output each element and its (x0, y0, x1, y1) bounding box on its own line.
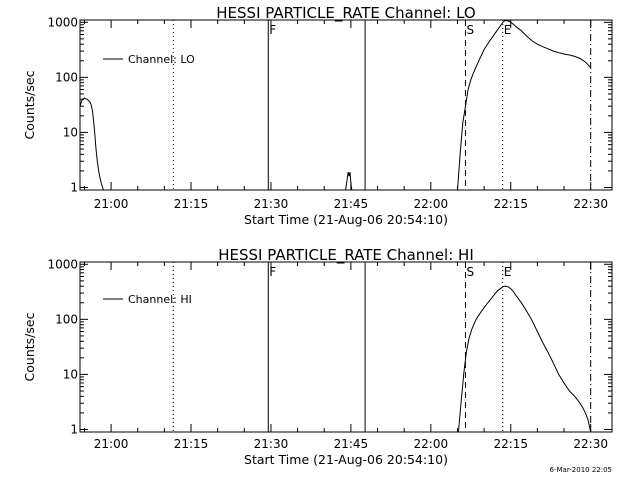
x-tick-label: 21:45 (334, 197, 369, 211)
legend-label: Channel: LO (128, 53, 195, 66)
y-tick-label: 100 (55, 312, 78, 326)
event-marker-label: E (504, 265, 512, 279)
chart-title: HESSI PARTICLE_RATE Channel: HI (218, 246, 474, 265)
x-tick-label: 21:15 (174, 437, 209, 451)
x-axis-label: Start Time (21-Aug-06 20:54:10) (244, 212, 448, 227)
y-tick-label: 1000 (47, 257, 78, 271)
x-axis-label: Start Time (21-Aug-06 20:54:10) (244, 452, 448, 467)
event-marker-label: F (269, 23, 276, 37)
chart-panel-2: HESSI PARTICLE_RATE Channel: HIF S E 21:00 2… (22, 246, 613, 467)
event-marker-label: F (269, 265, 276, 279)
y-tick-label: 10 (63, 125, 78, 139)
x-tick-label: 22:30 (573, 437, 608, 451)
x-tick-label: 22:30 (573, 197, 608, 211)
y-tick-label: 100 (55, 70, 78, 84)
x-tick-label: 21:45 (334, 437, 369, 451)
event-marker-label: S (466, 265, 474, 279)
legend-label: Channel: HI (128, 293, 192, 306)
x-tick-label: 21:30 (254, 437, 289, 451)
event-marker-label: E (504, 23, 512, 37)
series-line (457, 285, 592, 433)
x-tick-label: 22:15 (493, 437, 528, 451)
y-tick-label: 1 (70, 180, 78, 194)
footer-timestamp: 6-Mar-2010 22:05 (550, 466, 612, 474)
x-tick-label: 22:00 (414, 437, 449, 451)
x-tick-label: 21:30 (254, 197, 289, 211)
y-tick-label: 10 (63, 367, 78, 381)
y-tick-label: 1 (70, 422, 78, 436)
series-line (79, 19, 592, 191)
x-tick-label: 22:15 (493, 197, 528, 211)
y-axis-label: Counts/sec (22, 312, 37, 381)
event-marker-label: S (466, 23, 474, 37)
y-tick-label: 1000 (47, 15, 78, 29)
x-tick-label: 21:00 (94, 437, 129, 451)
chart-panel-1: HESSI PARTICLE_RATE Channel: LOF S E 21:00 2… (22, 4, 613, 227)
y-axis-label: Counts/sec (22, 70, 37, 139)
plot-frame (79, 261, 613, 433)
x-tick-label: 21:15 (174, 197, 209, 211)
x-tick-label: 22:00 (414, 197, 449, 211)
chart-title: HESSI PARTICLE_RATE Channel: LO (216, 4, 475, 23)
x-tick-label: 21:00 (94, 197, 129, 211)
